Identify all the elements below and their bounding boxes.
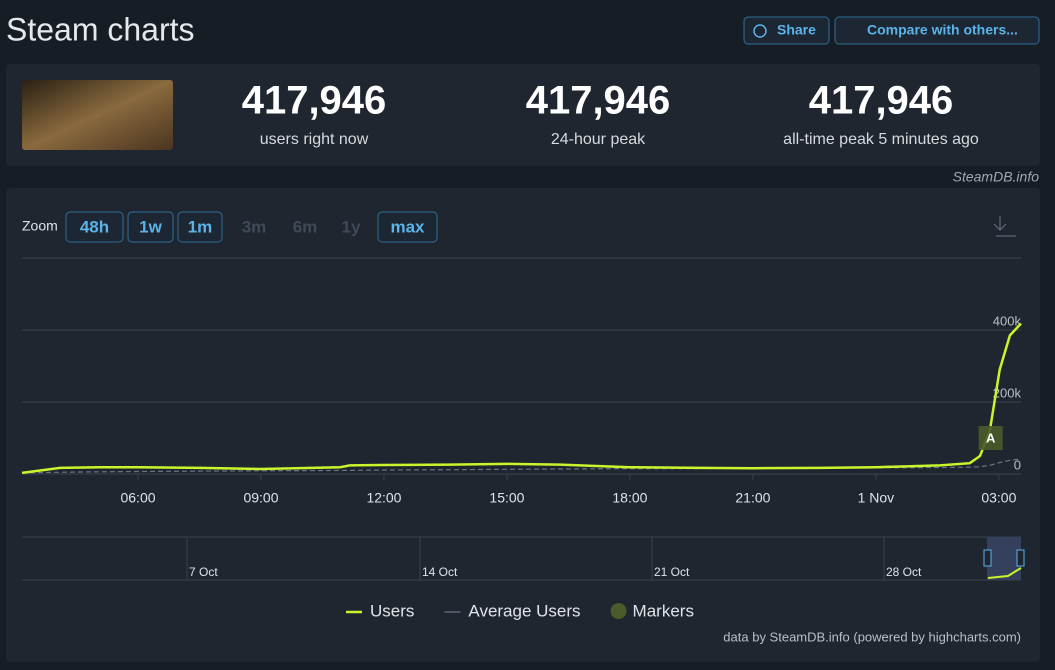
zoom-option[interactable]: 1m	[188, 217, 213, 236]
chart-credit: data by SteamDB.info (powered by highcha…	[723, 629, 1021, 644]
legend-label[interactable]: Average Users	[468, 601, 580, 620]
y-tick-label: 0	[1014, 457, 1021, 472]
navigator-label: 14 Oct	[422, 565, 458, 579]
y-tick-label: 400k	[993, 313, 1022, 328]
x-tick-label: 21:00	[735, 490, 770, 506]
zoom-button[interactable]	[377, 211, 438, 243]
stat-label: users right now	[260, 131, 369, 148]
y-tick-label: 200k	[993, 385, 1022, 400]
game-thumbnail	[22, 80, 173, 150]
stat-value: 417,946	[242, 79, 387, 123]
legend-label[interactable]: Markers	[633, 601, 694, 620]
navigator-handle[interactable]	[983, 549, 992, 567]
navigator-handle[interactable]	[1016, 549, 1025, 567]
zoom-button[interactable]	[127, 211, 174, 243]
credit-top: SteamDB.info	[953, 169, 1040, 185]
zoom-label: Zoom	[22, 218, 58, 234]
compare-button[interactable]	[834, 16, 1040, 45]
stat-value: 417,946	[526, 79, 671, 123]
navigator-label: 28 Oct	[886, 565, 922, 579]
stat-label: 24-hour peak	[551, 131, 646, 148]
zoom-button[interactable]	[177, 211, 223, 243]
stat-value: 417,946	[809, 79, 954, 123]
page-title: Steam charts	[6, 11, 195, 47]
share-label: Share	[777, 22, 816, 38]
x-tick-label: 06:00	[120, 490, 155, 506]
share-icon	[753, 24, 767, 38]
series-line	[21, 458, 1022, 474]
zoom-button[interactable]	[65, 211, 124, 243]
marker[interactable]	[978, 426, 1003, 450]
download-icon[interactable]	[993, 216, 1016, 237]
stat-label: all-time peak 5 minutes ago	[783, 131, 979, 148]
share-button[interactable]	[743, 16, 830, 45]
navigator-label: 7 Oct	[189, 565, 218, 579]
x-tick-label: 12:00	[366, 490, 401, 506]
series-line	[21, 322, 1022, 475]
x-tick-label: 15:00	[489, 490, 524, 506]
zoom-option[interactable]: max	[390, 217, 425, 236]
navigator-selection[interactable]	[987, 537, 1021, 580]
stats-panel	[6, 64, 1040, 166]
legend-label[interactable]: Users	[370, 601, 414, 620]
zoom-option: 3m	[242, 217, 267, 236]
compare-label: Compare with others...	[867, 22, 1018, 38]
zoom-option[interactable]: 1w	[139, 217, 162, 236]
legend-swatch[interactable]	[610, 603, 627, 619]
navigator-line	[987, 567, 1022, 579]
x-tick-label: 09:00	[243, 490, 278, 506]
zoom-option[interactable]: 48h	[80, 217, 109, 236]
x-tick-label: 03:00	[981, 490, 1016, 506]
marker-label: A	[986, 430, 996, 445]
zoom-option: 6m	[293, 217, 318, 236]
chart-panel	[6, 188, 1040, 662]
x-tick-label: 1 Nov	[858, 490, 895, 506]
navigator-label: 21 Oct	[654, 565, 690, 579]
zoom-option: 1y	[342, 217, 361, 236]
x-tick-label: 18:00	[612, 490, 647, 506]
